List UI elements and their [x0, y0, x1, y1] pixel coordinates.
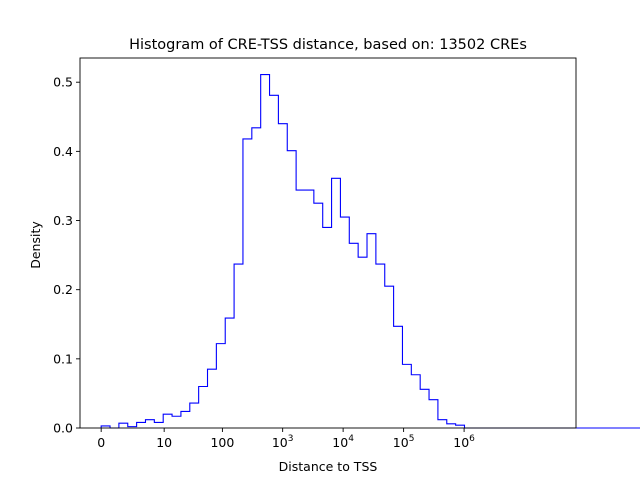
histogram-step-line	[100, 74, 640, 429]
y-axis-ticks: 0.0 0.1 0.2 0.3 0.4 0.5	[53, 75, 80, 436]
y-tick-label: 0.4	[53, 144, 73, 159]
chart-title: Histogram of CRE-TSS distance, based on:…	[129, 37, 527, 53]
x-axis-label: Distance to TSS	[279, 459, 378, 474]
x-tick-label: 103	[272, 434, 294, 450]
x-tick-label: 10	[156, 435, 172, 450]
y-tick-label: 0.1	[53, 351, 73, 366]
plot-area	[79, 57, 640, 429]
x-tick-label: 105	[393, 434, 415, 450]
y-tick-label: 0.5	[53, 75, 73, 90]
x-tick-label: 104	[332, 434, 354, 450]
x-tick-label: 106	[453, 434, 475, 450]
x-axis-ticks: 0 10 100 103 104 105 106	[97, 428, 475, 450]
x-tick-label: 0	[97, 435, 105, 450]
y-tick-label: 0.0	[53, 421, 73, 436]
axes-frame	[79, 57, 577, 429]
x-tick-label: 100	[210, 435, 234, 450]
y-tick-label: 0.3	[53, 213, 73, 228]
y-tick-label: 0.2	[53, 282, 73, 297]
y-axis-label: Density	[28, 221, 43, 269]
